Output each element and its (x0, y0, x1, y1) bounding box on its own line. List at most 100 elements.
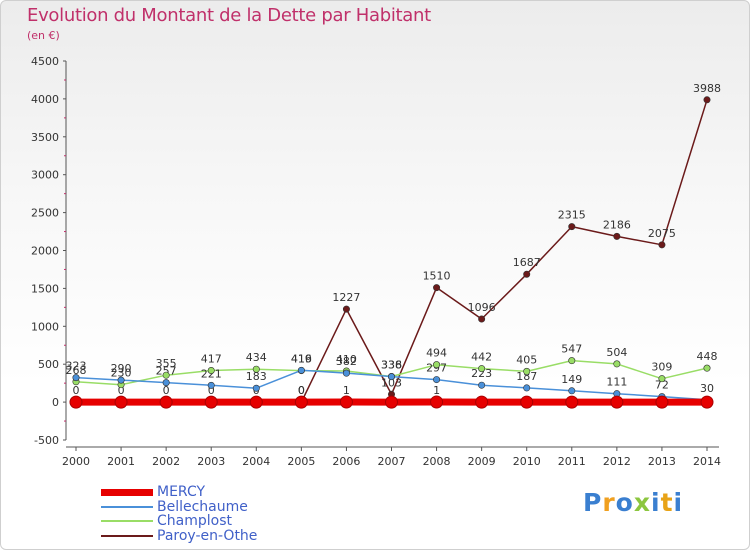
point-mercy (114, 395, 128, 409)
legend-item-champlost: Champlost (101, 513, 257, 529)
point-paroy-en-othe (342, 305, 350, 313)
chart-title: Evolution du Montant de la Dette par Hab… (27, 5, 431, 26)
data-label-paroy-en-othe: 1687 (513, 256, 541, 269)
x-tick-label: 2011 (558, 455, 586, 468)
point-mercy (249, 395, 263, 409)
data-label-paroy-en-othe: 1096 (468, 301, 496, 314)
data-label-bellechaume: 419 (291, 352, 312, 365)
line-chart: -500050010001500200025003000350040004500… (31, 55, 721, 468)
point-mercy (204, 395, 218, 409)
point-bellechaume (252, 384, 260, 392)
data-label-champlost: 230 (111, 367, 132, 380)
data-label-bellechaume: 290 (111, 362, 132, 375)
point-paroy-en-othe (433, 284, 441, 292)
data-points (69, 96, 714, 409)
point-bellechaume (387, 373, 395, 381)
point-bellechaume (568, 387, 576, 395)
legend-swatch-paroy-en-othe (101, 534, 153, 537)
point-bellechaume (117, 376, 125, 384)
point-bellechaume (207, 381, 215, 389)
y-tick-label: 3500 (31, 131, 59, 144)
x-tick-label: 2014 (693, 455, 721, 468)
x-tick-label: 2013 (648, 455, 676, 468)
logo-letter: t (660, 488, 674, 517)
data-label-bellechaume: 187 (516, 370, 537, 383)
point-mercy (520, 395, 534, 409)
x-tick-label: 2005 (287, 455, 315, 468)
data-label-champlost: 448 (697, 350, 718, 363)
point-bellechaume (297, 366, 305, 374)
proxiti-logo: Proxiti (583, 488, 683, 517)
data-label-paroy-en-othe: 103 (381, 376, 402, 389)
point-paroy-en-othe (478, 315, 486, 323)
point-bellechaume (478, 381, 486, 389)
data-label-paroy-en-othe: 2075 (648, 227, 676, 240)
data-label-bellechaume: 323 (66, 360, 87, 373)
point-bellechaume (162, 379, 170, 387)
logo-letter: o (615, 488, 634, 517)
data-label-paroy-en-othe: 2186 (603, 218, 631, 231)
point-champlost (703, 364, 711, 372)
legend-item-mercy: MERCY (101, 484, 257, 500)
data-label-champlost: 417 (201, 352, 222, 365)
data-label-paroy-en-othe: 2315 (558, 209, 586, 222)
data-label-bellechaume: 149 (561, 373, 582, 386)
legend-item-bellechaume: Bellechaume (101, 499, 257, 515)
data-label-bellechaume: 183 (246, 370, 267, 383)
legend: MERCY Bellechaume Champlost Paroy-en-Oth… (101, 484, 258, 544)
data-label-champlost: 434 (246, 351, 267, 364)
point-mercy (294, 395, 308, 409)
logo-letter: P (583, 488, 603, 517)
point-bellechaume (433, 376, 441, 384)
data-label-champlost: 355 (156, 357, 177, 370)
data-label-bellechaume: 257 (156, 365, 177, 378)
point-bellechaume (342, 369, 350, 377)
point-paroy-en-othe (613, 232, 621, 240)
data-label-paroy-en-othe: 3988 (693, 82, 721, 95)
data-label-bellechaume: 72 (655, 379, 669, 392)
point-mercy (69, 395, 83, 409)
y-tick-label: 2000 (31, 245, 59, 258)
data-label-champlost: 442 (471, 351, 492, 364)
x-tick-label: 2001 (107, 455, 135, 468)
legend-swatch-mercy (101, 488, 153, 496)
chart-axes: -500050010001500200025003000350040004500… (31, 55, 721, 468)
data-label-champlost: 268 (66, 364, 87, 377)
point-champlost (162, 371, 170, 379)
point-mercy (339, 395, 353, 409)
data-label-mercy: 0 (298, 384, 305, 397)
y-tick-label: 1500 (31, 282, 59, 295)
point-champlost (252, 365, 260, 373)
x-tick-label: 2003 (197, 455, 225, 468)
point-mercy (430, 395, 444, 409)
data-label-champlost: 405 (516, 353, 537, 366)
point-champlost (658, 375, 666, 383)
data-label-champlost: 410 (336, 353, 357, 366)
point-champlost (523, 367, 531, 375)
data-label-champlost: 416 (291, 353, 312, 366)
point-paroy-en-othe (658, 241, 666, 249)
data-label-champlost: 547 (561, 343, 582, 356)
x-tick-label: 2009 (468, 455, 496, 468)
point-mercy (475, 395, 489, 409)
point-champlost (207, 366, 215, 374)
data-label-mercy: 0 (163, 384, 170, 397)
y-tick-label: 0 (52, 396, 59, 409)
x-tick-label: 2002 (152, 455, 180, 468)
legend-item-paroy-en-othe: Paroy-en-Othe (101, 527, 258, 544)
logo-letter: r (602, 488, 616, 517)
data-label-champlost: 309 (651, 361, 672, 374)
point-bellechaume (523, 384, 531, 392)
data-label-champlost: 504 (606, 346, 627, 359)
data-label-bellechaume: 336 (381, 359, 402, 372)
point-mercy (385, 395, 398, 409)
y-tick-label: -500 (34, 434, 59, 447)
legend-label-paroy-en-othe: Paroy-en-Othe (157, 527, 258, 544)
y-tick-label: 2500 (31, 207, 59, 220)
data-label-mercy: 1 (343, 384, 350, 397)
point-bellechaume (72, 374, 80, 382)
data-label-mercy: 1 (433, 384, 440, 397)
point-mercy (159, 395, 173, 409)
x-tick-label: 2008 (423, 455, 451, 468)
data-label-bellechaume: 111 (606, 376, 627, 389)
